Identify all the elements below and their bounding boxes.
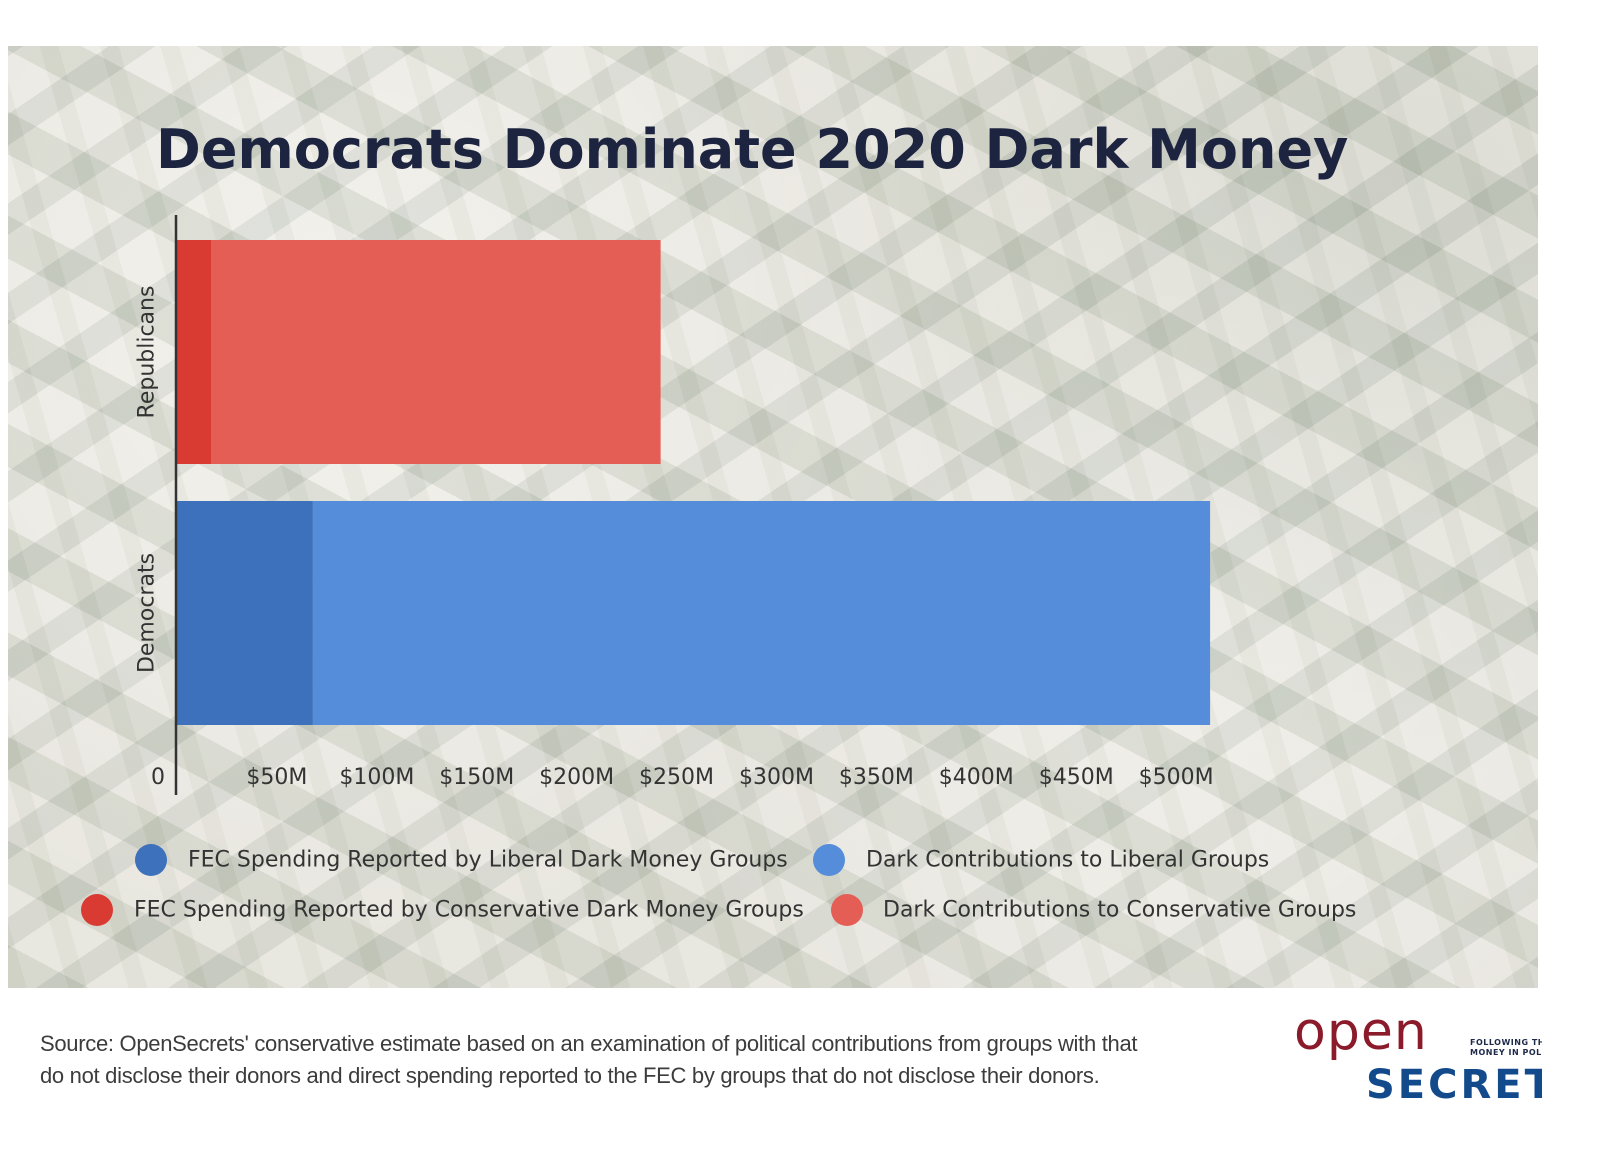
category-labels: Republicans Democrats: [135, 286, 160, 674]
logo-secrets-text: SECRETS: [1366, 1062, 1542, 1108]
x-tick-label-350m: $350M: [839, 765, 914, 790]
source-note: Source: OpenSecrets' conservative estima…: [40, 1031, 1138, 1088]
x-tick-label-200m: $200M: [539, 765, 614, 790]
logo-tagline-line2: MONEY IN POLITICS: [1470, 1048, 1542, 1057]
legend-label-fec-spending-reported-by-conservative-dark-money-groups: FEC Spending Reported by Conservative Da…: [134, 898, 804, 923]
category-label-republicans: Republicans: [135, 286, 160, 419]
logo-open-text: open: [1294, 1010, 1428, 1062]
legend-swatch-fec-spending-reported-by-liberal-dark-money-groups: [135, 844, 167, 876]
chart-title: Democrats Dominate 2020 Dark Money: [156, 118, 1348, 181]
x-tick-label-500m: $500M: [1139, 765, 1214, 790]
legend-label-dark-contributions-to-conservative-groups: Dark Contributions to Conservative Group…: [883, 898, 1356, 923]
category-label-democrats: Democrats: [135, 553, 160, 673]
x-tick-label-100m: $100M: [339, 765, 414, 790]
chart-panel: Democrats Dominate 2020 Dark Money Repub…: [8, 46, 1538, 988]
logo-tagline-line1: FOLLOWING THE: [1470, 1038, 1542, 1047]
legend-swatch-dark-contributions-to-liberal-groups: [813, 844, 845, 876]
legend-label-fec-spending-reported-by-liberal-dark-money-groups: FEC Spending Reported by Liberal Dark Mo…: [188, 848, 788, 873]
x-tick-label-400m: $400M: [939, 765, 1014, 790]
x-tick-label-0: 0: [151, 765, 165, 790]
x-axis-tick-labels: 0 $50M $100M $150M $200M $250M $300M $350M $400M…: [151, 765, 1214, 790]
opensecrets-logo: open FOLLOWING THE MONEY IN POLITICS SEC…: [1294, 1010, 1542, 1110]
dark-money-chart: Democrats Dominate 2020 Dark Money Repub…: [81, 118, 1356, 926]
legend-swatch-dark-contributions-to-conservative-groups: [831, 894, 863, 926]
bar-democrats-dark-contributions-to-liberal-groups: [312, 501, 1211, 725]
x-tick-label-300m: $300M: [739, 765, 814, 790]
x-tick-label-150m: $150M: [439, 765, 514, 790]
legend-label-dark-contributions-to-liberal-groups: Dark Contributions to Liberal Groups: [866, 848, 1269, 873]
x-tick-label-50m: $50M: [246, 765, 307, 790]
bar-democrats-fec-spending-reported-by-liberal-dark-money-groups: [177, 501, 313, 725]
x-tick-label-450m: $450M: [1039, 765, 1114, 790]
bar-republicans-dark-contributions-to-conservative-groups: [211, 240, 661, 464]
bar-republicans-fec-spending-reported-by-conservative-dark-money-groups: [177, 240, 211, 464]
legend-swatch-fec-spending-reported-by-conservative-dark-money-groups: [81, 894, 113, 926]
x-tick-label-250m: $250M: [639, 765, 714, 790]
legend: FEC Spending Reported by Liberal Dark Mo…: [81, 844, 1356, 926]
bars-group: [177, 240, 1211, 725]
